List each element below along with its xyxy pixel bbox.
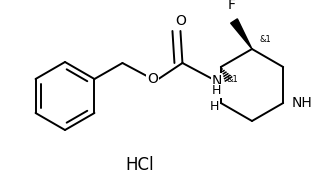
- Polygon shape: [231, 19, 252, 49]
- Text: O: O: [147, 72, 158, 86]
- Text: O: O: [175, 14, 186, 28]
- Text: &1: &1: [260, 35, 272, 44]
- Text: N
H: N H: [210, 85, 219, 113]
- Text: F: F: [228, 0, 236, 12]
- Text: H: H: [212, 85, 221, 97]
- Text: HCl: HCl: [126, 156, 154, 174]
- Text: &1: &1: [227, 75, 238, 84]
- Text: NH: NH: [291, 96, 312, 110]
- Text: N: N: [211, 74, 222, 88]
